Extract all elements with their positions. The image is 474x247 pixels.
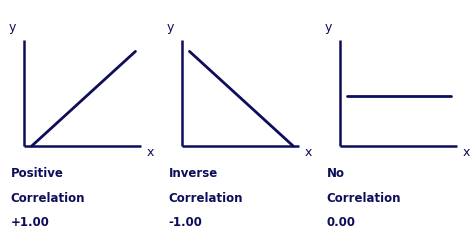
Text: +1.00: +1.00	[11, 216, 50, 229]
Text: Correlation: Correlation	[327, 192, 401, 205]
Text: Correlation: Correlation	[169, 192, 243, 205]
Text: x: x	[463, 146, 470, 159]
Text: x: x	[146, 146, 154, 159]
Text: Inverse: Inverse	[169, 167, 218, 181]
Text: No: No	[327, 167, 345, 181]
Text: Correlation: Correlation	[11, 192, 85, 205]
Text: y: y	[166, 21, 174, 34]
Text: y: y	[325, 21, 332, 34]
Text: y: y	[9, 21, 16, 34]
Text: x: x	[305, 146, 312, 159]
Text: -1.00: -1.00	[169, 216, 202, 229]
Text: 0.00: 0.00	[327, 216, 356, 229]
Text: Positive: Positive	[11, 167, 64, 181]
